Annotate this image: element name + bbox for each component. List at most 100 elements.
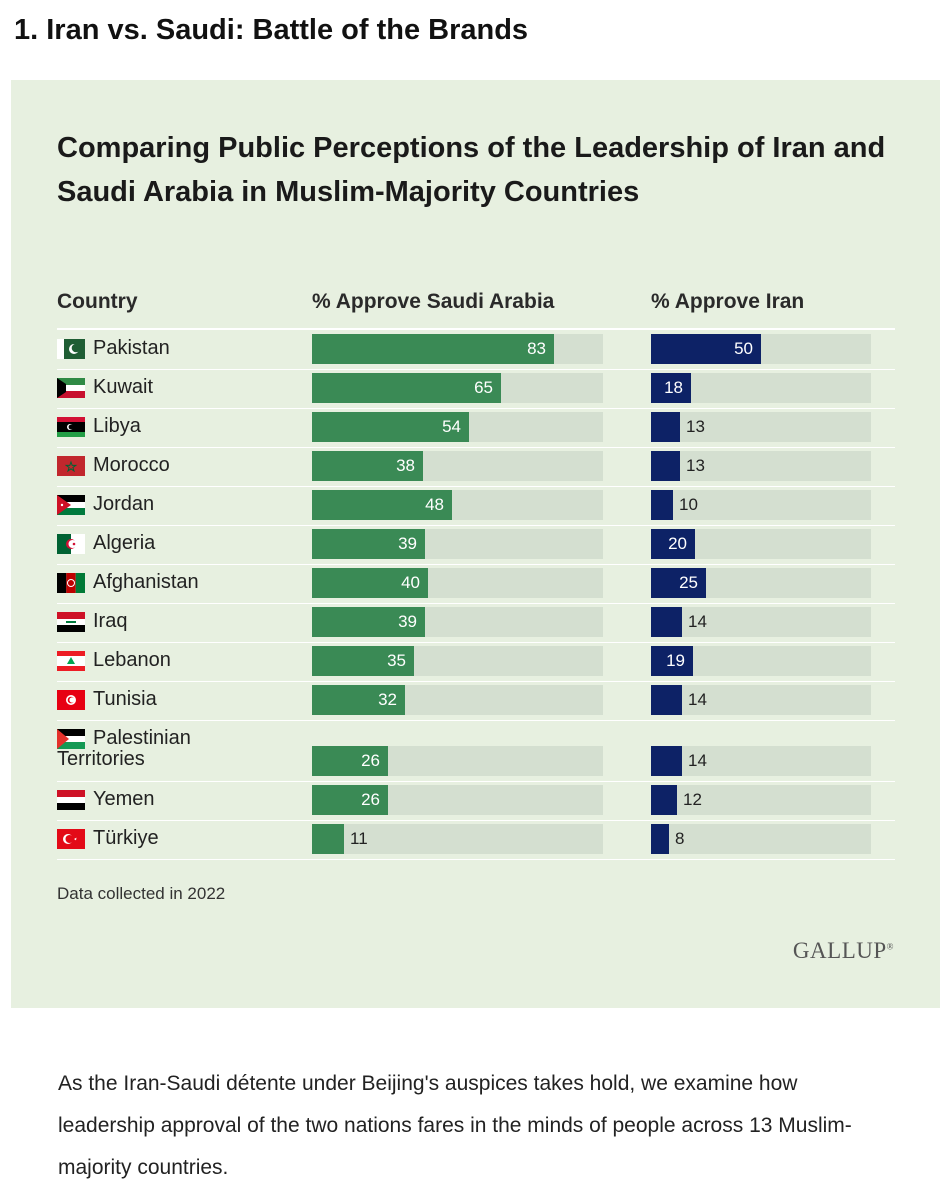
iran-value-label: 50 [734,339,753,358]
saudi-value-label: 11 [350,829,368,848]
saudi-bar [312,412,469,442]
iran-value-label: 18 [664,378,683,397]
table-row: Tunisia 32 14 [57,681,895,721]
country-label: Tunisia [93,688,157,710]
table-row: Kuwait 65 18 [57,369,895,409]
flag-tunisia-icon [57,690,85,710]
saudi-bar [312,529,425,559]
saudi-value-label: 38 [396,456,415,475]
saudi-value-label: 32 [378,690,397,709]
iran-bar-track: 20 [651,529,871,559]
flag-algeria-icon [57,534,85,554]
flag-libya-icon [57,417,85,437]
saudi-bar-track: 32 [312,685,603,715]
flag-lebanon-icon [57,651,85,671]
header-divider [57,328,895,330]
column-header-country: Country [57,290,138,313]
table-row: Algeria 39 20 [57,525,895,565]
iran-bar [651,646,693,676]
saudi-value-label: 39 [398,534,417,553]
gallup-logo: GALLUP® [792,938,894,963]
saudi-bar-track: 39 [312,607,603,637]
flag-pakistan-icon [57,339,85,359]
iran-value-label: 12 [683,790,702,809]
flag-palestinian-territories-icon [57,729,85,749]
saudi-value-label: 83 [527,339,546,358]
flag-jordan-icon [57,495,85,515]
flag-kuwait-icon [57,378,85,398]
iran-bar-track: 50 [651,334,871,364]
saudi-value-label: 54 [442,417,461,436]
saudi-bar [312,685,405,715]
saudi-bar [312,824,344,854]
chart-rows: Pakistan 83 50 Kuwait 65 18 Libya 54 13 Morocco 38… [11,80,940,1008]
saudi-bar-track: 39 [312,529,603,559]
iran-bar [651,746,682,776]
iran-bar [651,568,706,598]
country-label: Yemen [93,788,155,810]
table-row: Türkiye 11 8 [57,820,895,860]
iran-bar-track: 13 [651,451,871,481]
saudi-bar-track: 38 [312,451,603,481]
iran-value-label: 14 [688,751,707,770]
iran-bar [651,451,680,481]
iran-value-label: 20 [668,534,687,553]
iran-bar [651,373,691,403]
saudi-bar-track: 54 [312,412,603,442]
table-row: Lebanon 35 19 [57,642,895,682]
flag-iraq-icon [57,612,85,632]
iran-bar [651,685,682,715]
iran-bar-track: 14 [651,685,871,715]
table-row: Yemen 26 12 [57,781,895,821]
iran-value-label: 19 [666,651,685,670]
iran-bar [651,334,761,364]
table-row: Morocco 38 13 [57,447,895,487]
country-label: Pakistan [93,337,170,359]
table-row: Pakistan 83 50 [57,330,895,370]
iran-value-label: 10 [679,495,698,514]
country-label: Kuwait [93,376,154,398]
iran-value-label: 25 [679,573,698,592]
iran-bar [651,785,677,815]
iran-bar-track: 14 [651,607,871,637]
iran-bar-track: 14 [651,746,871,776]
iran-bar-track: 18 [651,373,871,403]
country-label: Palestinian Territories [57,727,191,770]
iran-bar [651,824,669,854]
saudi-bar [312,785,388,815]
country-label: Morocco [93,454,170,476]
iran-bar-track: 13 [651,412,871,442]
saudi-bar-track: 35 [312,646,603,676]
saudi-bar-track: 11 [312,824,603,854]
saudi-bar [312,646,414,676]
saudi-bar-track: 48 [312,490,603,520]
country-label: Algeria [93,532,156,554]
table-row: Afghanistan 40 25 [57,564,895,604]
iran-bar-track: 10 [651,490,871,520]
article-paragraph: As the Iran-Saudi détente under Beijing'… [58,1072,852,1179]
iran-value-label: 13 [686,456,705,475]
iran-bar [651,529,695,559]
iran-value-label: 14 [688,690,707,709]
saudi-bar [312,373,501,403]
chart-footnote: Data collected in 2022 [57,884,226,903]
saudi-bar [312,490,452,520]
section-heading: 1. Iran vs. Saudi: Battle of the Brands [14,14,529,46]
table-row: Jordan 48 10 [57,486,895,526]
iran-bar [651,412,680,442]
flag-t-rkiye-icon [57,829,85,849]
saudi-value-label: 35 [387,651,406,670]
table-row: Iraq 39 14 [57,603,895,643]
saudi-value-label: 26 [361,790,380,809]
column-header-saudi: % Approve Saudi Arabia [312,290,555,313]
saudi-bar-track: 26 [312,785,603,815]
saudi-bar [312,746,388,776]
saudi-value-label: 40 [401,573,420,592]
country-label: Libya [93,415,141,437]
table-row: Palestinian Territories 26 14 [57,720,895,782]
saudi-bar-track: 65 [312,373,603,403]
saudi-bar [312,607,425,637]
country-label: Iraq [93,610,128,632]
country-label: Türkiye [93,827,159,849]
iran-bar [651,490,673,520]
